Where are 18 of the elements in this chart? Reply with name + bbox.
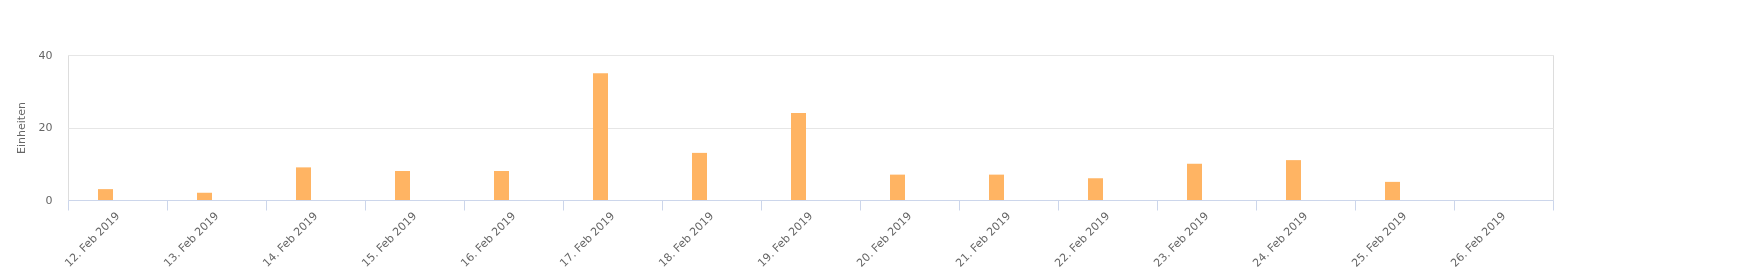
y-tick-label: 20 xyxy=(38,121,53,134)
bar xyxy=(296,167,311,200)
bar xyxy=(395,171,410,200)
bar xyxy=(197,192,212,200)
bar xyxy=(989,174,1004,200)
bar xyxy=(593,73,608,200)
bar xyxy=(494,171,509,200)
bar xyxy=(1286,160,1301,200)
y-axis-title: Einheiten xyxy=(14,102,28,154)
bar xyxy=(1385,181,1400,200)
y-tick-label: 40 xyxy=(38,48,53,62)
bar xyxy=(1088,178,1103,200)
bar xyxy=(890,174,905,200)
bar xyxy=(791,113,806,200)
bar xyxy=(1187,163,1202,200)
bar xyxy=(98,189,113,200)
y-tick-label: 0 xyxy=(45,193,53,207)
bar xyxy=(692,152,707,200)
